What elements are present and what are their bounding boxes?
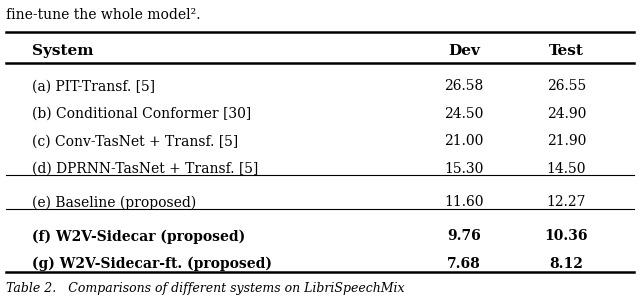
Text: 9.76: 9.76 xyxy=(447,229,481,243)
Text: (d) DPRNN-TasNet + Transf. [5]: (d) DPRNN-TasNet + Transf. [5] xyxy=(32,162,259,176)
Text: (f) W2V-Sidecar (proposed): (f) W2V-Sidecar (proposed) xyxy=(32,229,245,244)
Text: 21.90: 21.90 xyxy=(547,134,586,148)
Text: (b) Conditional Conformer [30]: (b) Conditional Conformer [30] xyxy=(32,107,252,121)
Text: 14.50: 14.50 xyxy=(547,162,586,176)
Text: (c) Conv-TasNet + Transf. [5]: (c) Conv-TasNet + Transf. [5] xyxy=(32,134,238,148)
Text: Table 2.   Comparisons of different systems on LibriSpeechMix: Table 2. Comparisons of different system… xyxy=(6,282,405,295)
Text: (e) Baseline (proposed): (e) Baseline (proposed) xyxy=(32,195,196,210)
Text: 8.12: 8.12 xyxy=(550,257,583,271)
Text: fine-tune the whole model².: fine-tune the whole model². xyxy=(6,8,201,22)
Text: 7.68: 7.68 xyxy=(447,257,481,271)
Text: 15.30: 15.30 xyxy=(444,162,484,176)
Text: Dev: Dev xyxy=(448,44,480,58)
Text: 26.55: 26.55 xyxy=(547,79,586,93)
Text: 12.27: 12.27 xyxy=(547,195,586,209)
Text: System: System xyxy=(32,44,93,58)
Text: 10.36: 10.36 xyxy=(545,229,588,243)
Text: Test: Test xyxy=(549,44,584,58)
Text: (g) W2V-Sidecar-ft. (proposed): (g) W2V-Sidecar-ft. (proposed) xyxy=(32,257,272,271)
Text: 26.58: 26.58 xyxy=(444,79,484,93)
Text: 24.50: 24.50 xyxy=(444,107,484,121)
Text: 21.00: 21.00 xyxy=(444,134,484,148)
Text: 24.90: 24.90 xyxy=(547,107,586,121)
Text: (a) PIT-Transf. [5]: (a) PIT-Transf. [5] xyxy=(32,79,155,93)
Text: 11.60: 11.60 xyxy=(444,195,484,209)
